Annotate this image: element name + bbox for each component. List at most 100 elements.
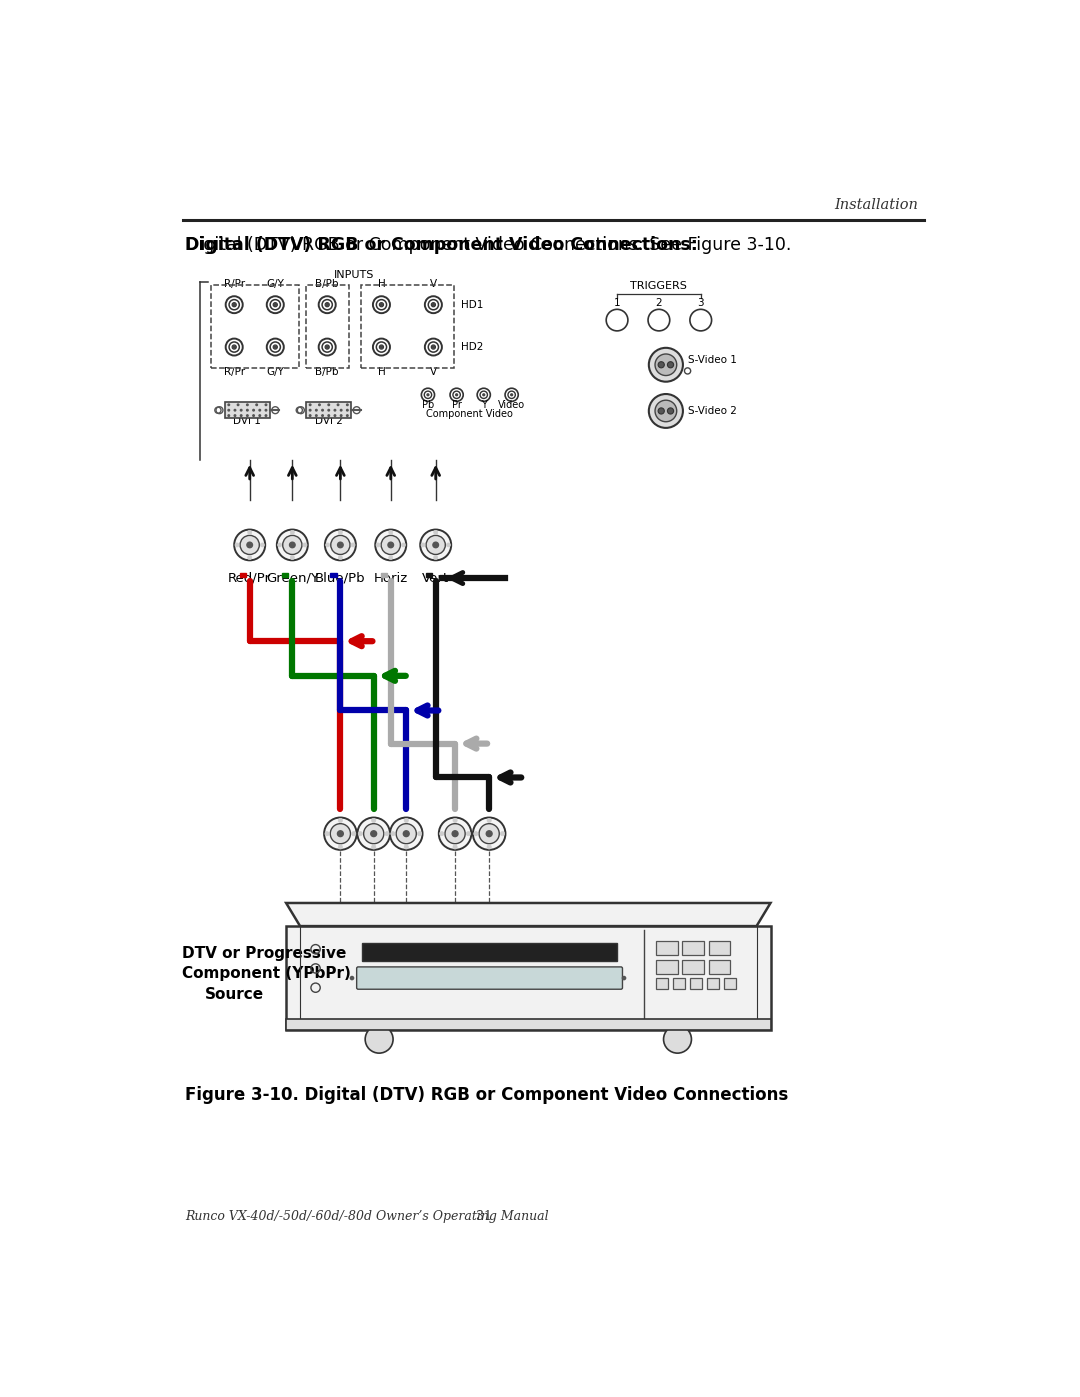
- Circle shape: [391, 831, 395, 835]
- Circle shape: [266, 415, 267, 416]
- Circle shape: [403, 831, 409, 837]
- Circle shape: [337, 404, 339, 405]
- Circle shape: [276, 529, 308, 560]
- Circle shape: [328, 415, 329, 416]
- Circle shape: [372, 819, 376, 823]
- Text: DVI 1: DVI 1: [233, 415, 261, 426]
- Circle shape: [622, 975, 626, 981]
- Circle shape: [487, 819, 491, 823]
- Circle shape: [511, 394, 513, 395]
- Text: Horiz: Horiz: [374, 571, 408, 585]
- Circle shape: [388, 542, 393, 548]
- Circle shape: [656, 353, 677, 376]
- Circle shape: [337, 831, 343, 837]
- Circle shape: [289, 542, 295, 548]
- Circle shape: [324, 817, 356, 849]
- Bar: [307, 402, 351, 418]
- Circle shape: [247, 531, 252, 534]
- Text: Red/Pr: Red/Pr: [228, 571, 271, 585]
- Text: B/Pb: B/Pb: [315, 279, 339, 289]
- Bar: [673, 978, 685, 989]
- Circle shape: [338, 556, 342, 560]
- Bar: [656, 942, 677, 956]
- Circle shape: [228, 409, 230, 411]
- Bar: [708, 960, 730, 974]
- Circle shape: [474, 831, 478, 835]
- Circle shape: [238, 404, 239, 405]
- Circle shape: [467, 831, 471, 835]
- Text: Installation: Installation: [834, 197, 918, 211]
- Circle shape: [351, 543, 355, 548]
- Text: 1: 1: [613, 298, 620, 309]
- Circle shape: [326, 543, 329, 548]
- Text: S-Video 2: S-Video 2: [688, 407, 737, 416]
- Bar: [361, 285, 455, 367]
- Circle shape: [347, 409, 348, 411]
- Circle shape: [309, 409, 311, 411]
- Circle shape: [253, 409, 255, 411]
- Circle shape: [240, 535, 259, 555]
- Circle shape: [246, 409, 248, 411]
- Text: 3: 3: [698, 298, 704, 309]
- Circle shape: [315, 415, 318, 416]
- Text: Runco VX-40d/-50d/-60d/-80d Owner’s Operating Manual: Runco VX-40d/-50d/-60d/-80d Owner’s Oper…: [186, 1210, 549, 1222]
- Circle shape: [241, 409, 242, 411]
- FancyBboxPatch shape: [356, 967, 622, 989]
- Circle shape: [396, 824, 417, 844]
- Circle shape: [350, 975, 354, 981]
- Text: R/Pr: R/Pr: [224, 366, 245, 377]
- Circle shape: [380, 303, 382, 306]
- Text: INPUTS: INPUTS: [334, 270, 375, 279]
- Circle shape: [446, 543, 450, 548]
- Circle shape: [486, 831, 492, 837]
- Circle shape: [487, 845, 491, 849]
- Circle shape: [283, 535, 302, 555]
- Circle shape: [330, 535, 350, 555]
- Bar: [656, 978, 669, 989]
- Circle shape: [338, 531, 342, 534]
- Text: Component (YPbPr): Component (YPbPr): [181, 967, 350, 981]
- Circle shape: [325, 831, 329, 835]
- Text: Digital (DTV) RGB or Component Video Connections: See Figure 3-10.: Digital (DTV) RGB or Component Video Con…: [186, 236, 792, 254]
- Circle shape: [376, 543, 380, 548]
- Circle shape: [247, 556, 252, 560]
- Bar: [708, 942, 730, 956]
- Circle shape: [445, 824, 465, 844]
- Circle shape: [291, 556, 295, 560]
- Circle shape: [381, 535, 401, 555]
- Circle shape: [649, 394, 683, 427]
- Circle shape: [291, 531, 295, 534]
- Circle shape: [364, 824, 383, 844]
- Text: S-Video 1: S-Video 1: [688, 355, 737, 365]
- Circle shape: [338, 819, 342, 823]
- Bar: [683, 942, 704, 956]
- Text: G/Y: G/Y: [267, 366, 284, 377]
- Circle shape: [663, 1025, 691, 1053]
- Circle shape: [453, 819, 457, 823]
- Circle shape: [667, 408, 674, 414]
- Circle shape: [372, 845, 376, 849]
- Text: B/Pb: B/Pb: [315, 366, 339, 377]
- Text: Blue/Pb: Blue/Pb: [315, 571, 366, 585]
- Circle shape: [480, 824, 499, 844]
- Circle shape: [247, 542, 253, 548]
- Bar: [286, 926, 770, 1030]
- Circle shape: [259, 415, 260, 416]
- Text: G/Y: G/Y: [267, 279, 284, 289]
- Circle shape: [274, 346, 276, 348]
- Bar: [225, 402, 270, 418]
- Text: H: H: [378, 279, 386, 289]
- Circle shape: [427, 394, 429, 395]
- Circle shape: [266, 404, 267, 405]
- Circle shape: [266, 409, 267, 411]
- Circle shape: [315, 409, 318, 411]
- Circle shape: [347, 415, 348, 416]
- Text: Source: Source: [205, 988, 264, 1002]
- Bar: [306, 285, 349, 367]
- Text: DVI 2: DVI 2: [314, 415, 342, 426]
- Bar: [656, 960, 677, 974]
- Circle shape: [326, 346, 328, 348]
- Circle shape: [453, 831, 458, 837]
- Circle shape: [402, 543, 405, 548]
- Circle shape: [330, 824, 351, 844]
